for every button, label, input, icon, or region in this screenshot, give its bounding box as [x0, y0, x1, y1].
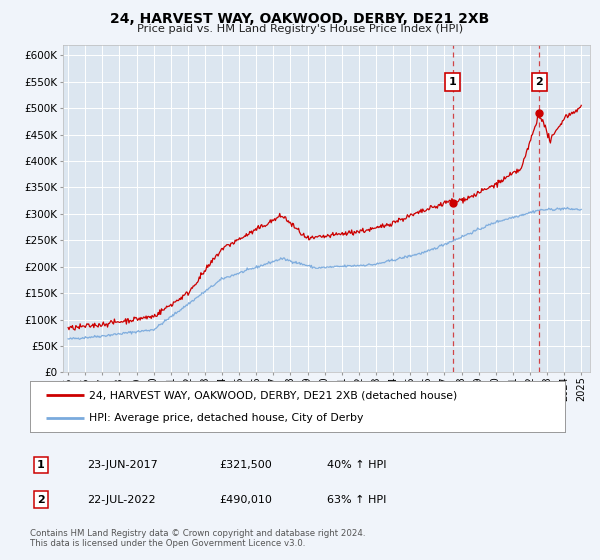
- Text: £321,500: £321,500: [219, 460, 272, 470]
- Text: Price paid vs. HM Land Registry's House Price Index (HPI): Price paid vs. HM Land Registry's House …: [137, 24, 463, 34]
- Text: HPI: Average price, detached house, City of Derby: HPI: Average price, detached house, City…: [89, 413, 363, 423]
- Text: 2: 2: [535, 77, 543, 87]
- Text: 24, HARVEST WAY, OAKWOOD, DERBY, DE21 2XB (detached house): 24, HARVEST WAY, OAKWOOD, DERBY, DE21 2X…: [89, 390, 457, 400]
- Text: 1: 1: [37, 460, 44, 470]
- Text: 1: 1: [449, 77, 457, 87]
- Text: 24, HARVEST WAY, OAKWOOD, DERBY, DE21 2XB: 24, HARVEST WAY, OAKWOOD, DERBY, DE21 2X…: [110, 12, 490, 26]
- Text: This data is licensed under the Open Government Licence v3.0.: This data is licensed under the Open Gov…: [30, 539, 305, 548]
- Point: [535, 109, 544, 118]
- Text: 2: 2: [37, 494, 44, 505]
- Text: £490,010: £490,010: [219, 494, 272, 505]
- Text: 63% ↑ HPI: 63% ↑ HPI: [327, 494, 386, 505]
- Text: Contains HM Land Registry data © Crown copyright and database right 2024.: Contains HM Land Registry data © Crown c…: [30, 529, 365, 538]
- Point: [448, 198, 457, 207]
- Text: 22-JUL-2022: 22-JUL-2022: [87, 494, 155, 505]
- Text: 40% ↑ HPI: 40% ↑ HPI: [327, 460, 386, 470]
- Text: 23-JUN-2017: 23-JUN-2017: [87, 460, 158, 470]
